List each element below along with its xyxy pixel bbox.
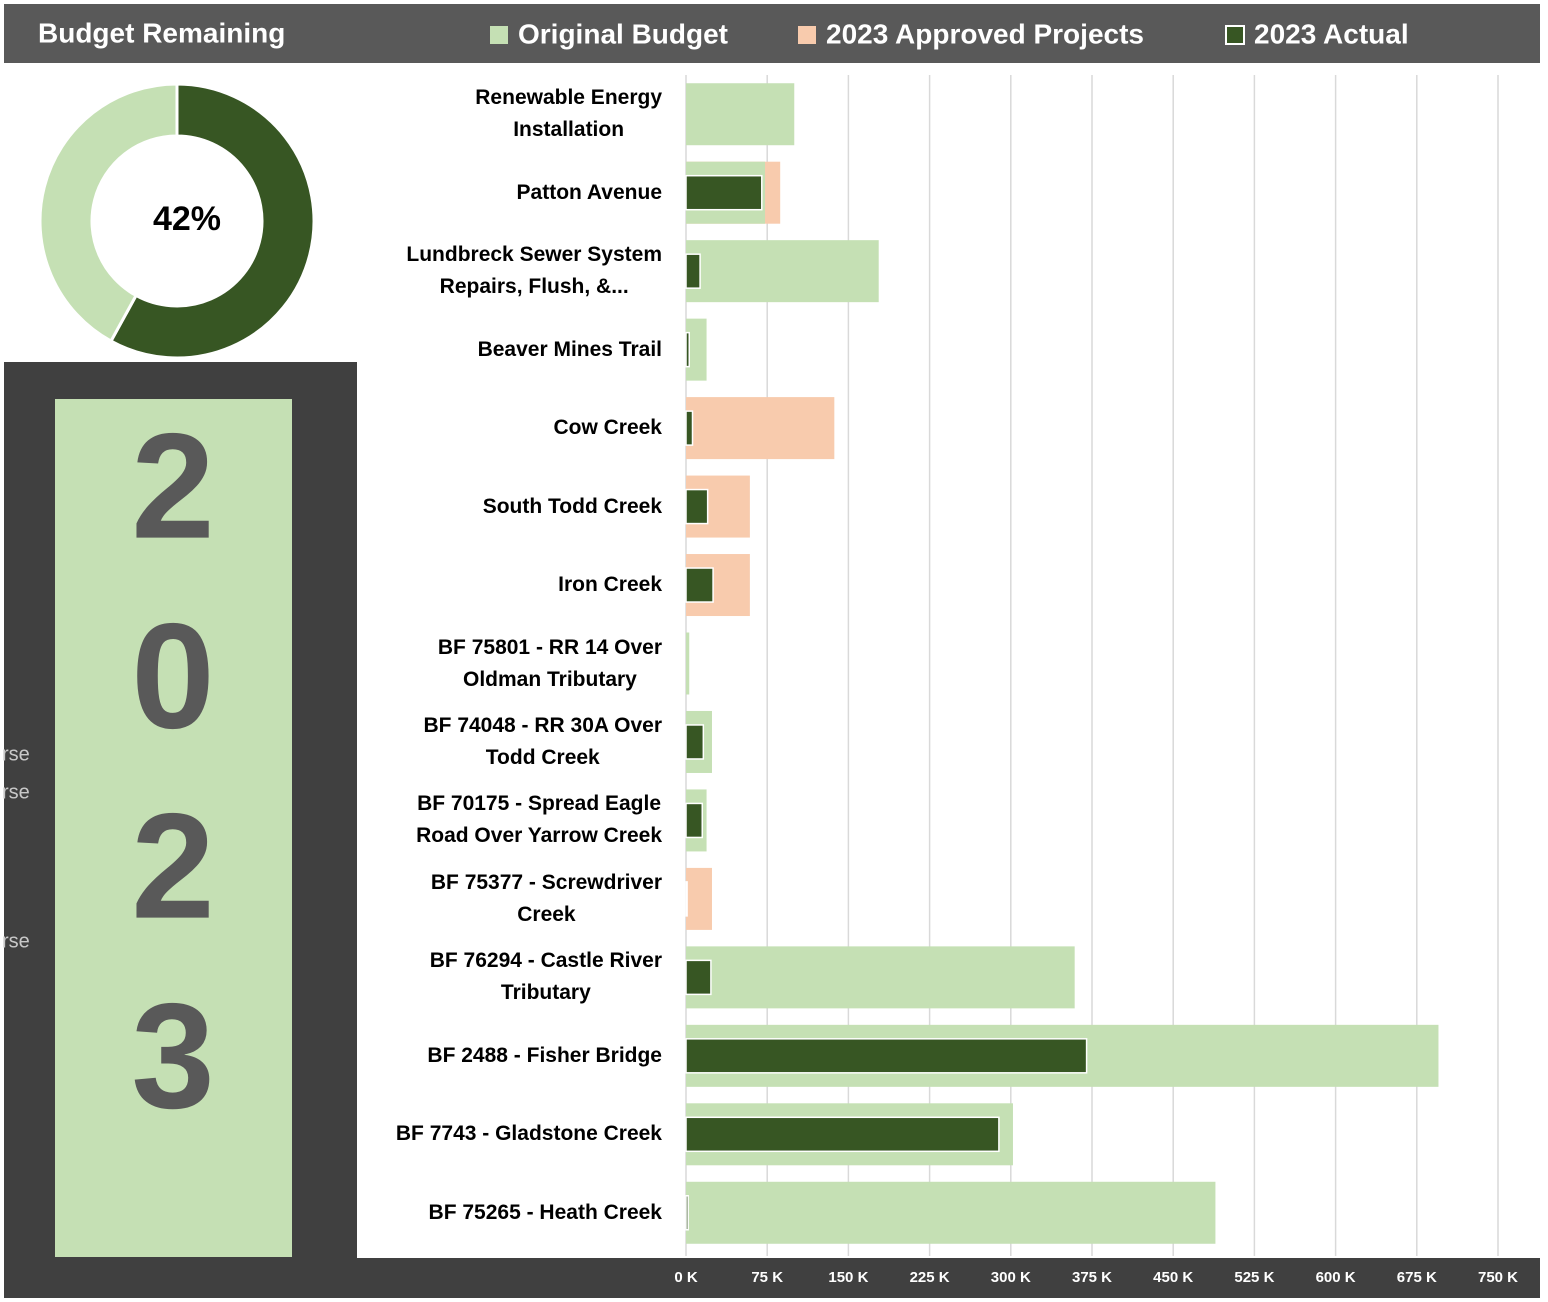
bar (686, 240, 879, 303)
category-text: BF 75265 - Heath Creek (428, 1200, 662, 1224)
bar (685, 253, 701, 289)
year-digit: 0 (131, 592, 214, 760)
category-text: BF 74048 - RR 30A Over Todd Creek (423, 713, 663, 769)
bar (686, 946, 1075, 1009)
category-label: BF 75801 - RR 14 Over Oldman Tributary (438, 625, 662, 703)
legend-swatch (490, 26, 508, 44)
category-label: BF 76294 - Castle River Tributary (430, 938, 662, 1016)
x-tick-label: 525 K (1234, 1269, 1274, 1286)
bar (685, 1195, 689, 1231)
category-text: BF 76294 - Castle River Tributary (429, 949, 662, 1005)
category-label: Iron Creek (558, 546, 662, 624)
legend-swatch (1225, 25, 1245, 45)
category-label: Beaver Mines Trail (478, 311, 662, 389)
bar (685, 1116, 1000, 1153)
category-label: BF 74048 - RR 30A Over Todd Creek (424, 703, 663, 781)
category-text: BF 75377 - Screwdriver Creek (430, 870, 662, 926)
x-tick-label: 150 K (828, 1269, 868, 1286)
category-label: Lundbreck Sewer System Repairs, Flush, &… (406, 232, 662, 310)
category-label: BF 70175 - Spread Eagle Road Over Yarrow… (416, 781, 662, 859)
category-label: BF 7743 - Gladstone Creek (396, 1095, 662, 1173)
category-label: Patton Avenue (517, 154, 662, 232)
category-label: Cow Creek (553, 389, 662, 467)
header-title: Budget Remaining (38, 17, 285, 48)
legend-label: 2023 Actual (1254, 18, 1409, 49)
donut-center-label: 42% (153, 200, 221, 238)
category-label: Renewable Energy Installation (475, 75, 662, 153)
category-text: BF 75801 - RR 14 Over Oldman Tributary (437, 635, 662, 691)
year-box (55, 399, 292, 1257)
bar (685, 802, 703, 839)
x-tick-label: 600 K (1316, 1269, 1356, 1286)
bar (685, 724, 705, 760)
bar (685, 1038, 1088, 1074)
x-tick-label: 75 K (751, 1269, 783, 1286)
bar (685, 567, 714, 603)
text-fragment: rse (2, 781, 30, 803)
bar (685, 959, 712, 996)
x-tick-label: 0 K (674, 1269, 698, 1286)
bar (685, 410, 694, 446)
category-text: Iron Creek (558, 573, 662, 597)
category-label: BF 2488 - Fisher Bridge (427, 1017, 662, 1095)
legend-label: 2023 Approved Projects (826, 18, 1144, 49)
bar (686, 632, 690, 695)
text-fragment: rse (2, 930, 30, 952)
x-tick-label: 450 K (1153, 1269, 1193, 1286)
header-bar (4, 4, 1540, 63)
x-tick-label: 675 K (1397, 1269, 1437, 1286)
bar (685, 881, 688, 917)
category-text: BF 7743 - Gladstone Creek (395, 1122, 662, 1146)
bar (686, 397, 835, 460)
donut-segment (108, 82, 316, 360)
bar (686, 83, 795, 146)
category-text: Beaver Mines Trail (477, 337, 662, 361)
bar (686, 318, 707, 381)
bar (686, 1181, 1216, 1244)
category-text: South Todd Creek (482, 494, 662, 518)
donut-segment (38, 82, 179, 344)
bar (685, 488, 709, 525)
bar (686, 867, 712, 930)
year-digit: 3 (131, 972, 214, 1140)
bar (685, 331, 690, 368)
x-tick-label: 300 K (991, 1269, 1031, 1286)
category-text: Lundbreck Sewer System Repairs, Flush, &… (406, 243, 662, 299)
legend-swatch (798, 26, 816, 44)
category-text: BF 70175 - Spread Eagle Road Over Yarrow… (416, 792, 662, 848)
year-digit: 2 (131, 402, 214, 570)
category-text: Renewable Energy Installation (475, 86, 662, 142)
bar (685, 174, 763, 211)
category-text: Patton Avenue (516, 180, 662, 204)
category-label: South Todd Creek (483, 468, 662, 546)
category-text: BF 2488 - Fisher Bridge (427, 1043, 662, 1067)
x-tick-label: 375 K (1072, 1269, 1112, 1286)
legend-label: Original Budget (518, 18, 728, 49)
text-fragment: rse (2, 743, 30, 765)
category-label: BF 75377 - Screwdriver Creek (431, 860, 662, 938)
x-tick-label: 750 K (1478, 1269, 1518, 1286)
category-label: BF 75265 - Heath Creek (429, 1174, 662, 1252)
x-tick-label: 225 K (910, 1269, 950, 1286)
category-text: Cow Creek (553, 416, 662, 440)
year-digit: 2 (131, 782, 214, 950)
